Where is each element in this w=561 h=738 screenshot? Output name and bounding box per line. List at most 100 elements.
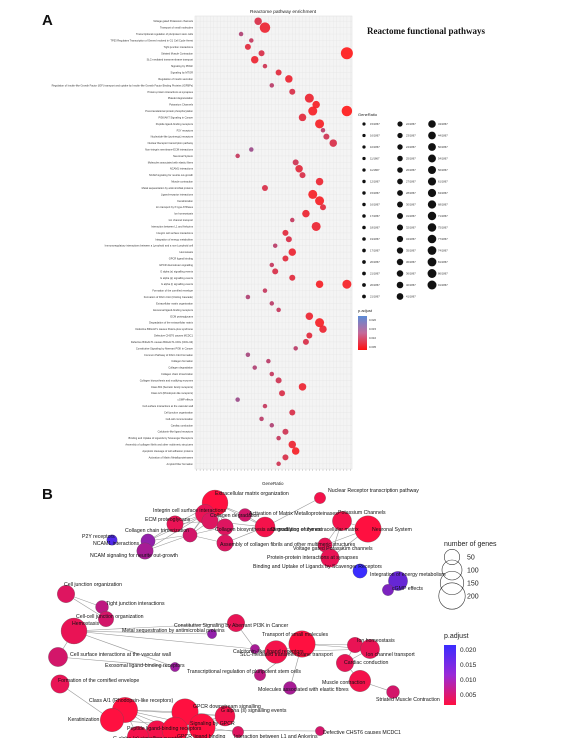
size-legend-dot: [428, 120, 436, 128]
network-node: [227, 614, 245, 632]
network-node: [106, 534, 118, 546]
network-edge: [301, 643, 371, 650]
size-legend-label: 11/1867: [370, 168, 380, 172]
network-edge: [144, 534, 191, 552]
network-node-label: Cell surface interactions at the vascula…: [70, 652, 171, 658]
size-legend-dot: [396, 224, 404, 231]
row-label: Collagen chain trimerization: [161, 372, 194, 376]
network-node-label: ECM proteoglycans: [145, 517, 191, 523]
size-legend-dot: [362, 260, 366, 264]
row-label: Regulation of Insulin-like Growth Factor…: [52, 83, 194, 87]
size-legend-dot: [427, 246, 437, 255]
size-legend-dot: [427, 200, 437, 209]
row-label: Class A/1 (Rhodopsin-like receptors): [151, 391, 193, 395]
size-legend-dot: [362, 156, 366, 161]
row-label: Post-translational protein phosphorylati…: [145, 109, 193, 113]
network-edge: [341, 520, 369, 530]
size-legend-label: 75/1867: [438, 226, 448, 230]
data-point: [282, 454, 289, 461]
row-label: Transport of small molecules: [160, 26, 194, 30]
network-node: [57, 585, 75, 603]
size-legend-label: 11/1867: [370, 157, 380, 161]
network-node: [360, 639, 380, 659]
network-node: [127, 726, 149, 738]
size-legend-dot: [397, 213, 403, 219]
row-label: Class B/2 (Secretin family receptors): [151, 385, 193, 389]
network-edge: [156, 726, 203, 732]
size-legend-label: 54/1867: [438, 157, 448, 161]
network-edge: [289, 643, 303, 689]
network-node-label: Exosomal ligand-binding receptors: [105, 663, 185, 669]
color-legend-ticks: 0.020 0.015 0.010 0.005: [369, 318, 376, 349]
network-node: [214, 705, 236, 727]
row-label: Defective B4GALT1 causes B4GALT1-CDG (CD…: [131, 340, 193, 344]
size-legend-dot: [362, 214, 366, 218]
data-point: [261, 184, 268, 191]
network-edge: [344, 644, 356, 664]
network-edge: [156, 711, 186, 732]
row-label: Collagen biosynthesis and modifying enzy…: [140, 378, 194, 382]
genes-legend-label: 50: [467, 555, 475, 562]
network-node: [136, 542, 154, 560]
network-node: [112, 697, 138, 723]
network-edge: [137, 729, 176, 738]
size-legend-label: 41/1867: [406, 295, 416, 299]
row-label: Defective CHST6 causes MCDC1: [154, 334, 193, 338]
network-edge: [189, 520, 211, 536]
network-node-label: Calcitonin-like ligand receptors: [233, 649, 304, 655]
genes-legend-label: 100: [467, 568, 479, 575]
row-label: Extracellular matrix organization: [156, 301, 193, 305]
row-label: TP53 Regulates Transcription of Genes In…: [110, 38, 193, 42]
data-point: [315, 280, 324, 288]
size-legend-dot: [362, 133, 366, 138]
network-edge: [209, 520, 266, 528]
network-node: [146, 720, 168, 738]
row-label: Common Pathway of Fibrin Clot Formation: [144, 353, 194, 357]
network-node-label: Collagen degradation: [210, 513, 259, 519]
data-point: [235, 397, 240, 402]
data-point: [290, 217, 295, 223]
network-node: [283, 681, 297, 695]
row-label: Formation of the cornified envelope: [152, 289, 193, 293]
row-label: Metal sequestration by antimicrobial pro…: [142, 186, 194, 190]
size-legend-label: 86/1867: [438, 272, 448, 276]
data-point: [262, 403, 268, 409]
network-edge: [124, 709, 176, 731]
size-legend-dot: [362, 191, 366, 195]
row-label: Tight junction interactions: [164, 45, 194, 49]
data-point: [282, 428, 289, 435]
size-legend-label: 10/1867: [370, 145, 380, 149]
data-point: [269, 262, 275, 268]
network-node-label: Integration of energy metabolism: [370, 572, 446, 578]
network-edge: [324, 528, 369, 546]
network-edge: [147, 534, 191, 542]
network-node-label: Interaction between L1 and Ankyrins: [234, 734, 318, 738]
padj-legend-tick: 0.015: [460, 662, 477, 669]
genes-legend-label: 200: [467, 594, 479, 601]
size-legend-dot: [362, 283, 366, 287]
network-edge: [124, 709, 186, 713]
network-edge: [275, 648, 371, 653]
network-node: [170, 662, 180, 672]
size-legend-label: 12/1867: [370, 180, 380, 184]
row-label: GPCR downstream signalling: [159, 263, 193, 267]
network-edge: [144, 540, 149, 552]
network-node-label: Degradation of the extracellular matrix: [271, 527, 359, 533]
data-point: [244, 43, 251, 50]
row-label: NCAM signaling for neurite out-growth: [149, 173, 194, 177]
size-legend-dot: [396, 235, 404, 243]
network-node: [238, 508, 252, 522]
network-node-label: Collagen biosynthesis and modifying enzy…: [215, 527, 322, 533]
size-legend-label: 15/1867: [370, 122, 380, 126]
network-node: [161, 716, 189, 738]
row-label: Cell-surface interactions at the vascula…: [142, 404, 193, 408]
data-point: [288, 248, 297, 256]
network-node-label: Cell junction organization: [64, 582, 122, 588]
data-point: [269, 371, 275, 377]
row-label: Signaling by MTOR: [171, 71, 194, 75]
network-edge: [73, 630, 213, 635]
network-edge: [189, 502, 216, 536]
network-edge: [57, 656, 176, 668]
size-legend-label: 27/1867: [406, 180, 416, 184]
network-edge: [65, 593, 107, 620]
